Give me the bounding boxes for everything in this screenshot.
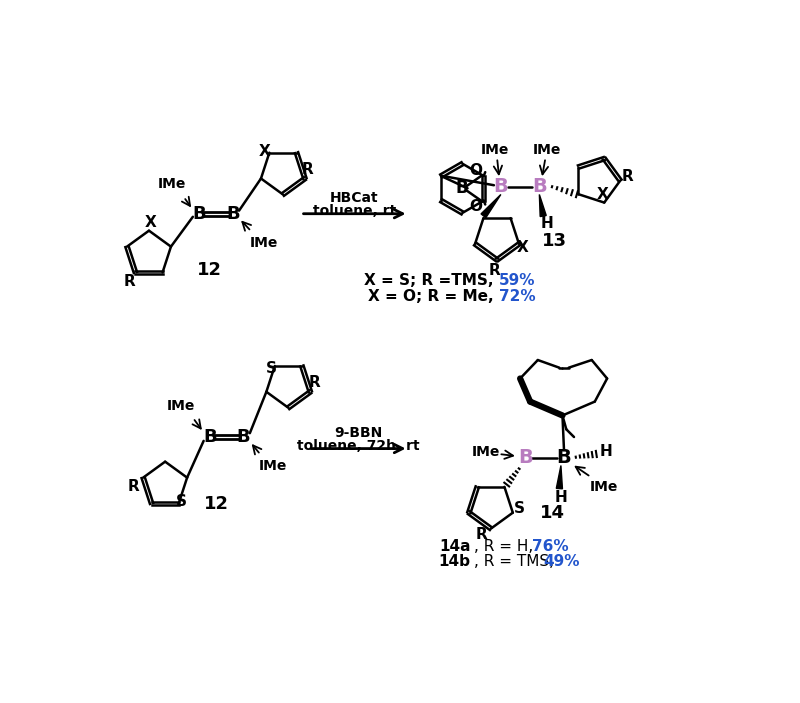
Text: IMe: IMe xyxy=(250,236,278,250)
Text: R: R xyxy=(123,274,135,289)
Text: H: H xyxy=(554,491,567,505)
Text: R: R xyxy=(308,375,320,390)
Text: B: B xyxy=(557,449,571,467)
Text: 9-BBN: 9-BBN xyxy=(334,426,382,440)
Text: 12: 12 xyxy=(203,495,229,513)
Text: X: X xyxy=(259,143,270,159)
Text: B: B xyxy=(494,177,508,196)
Text: R: R xyxy=(476,527,487,542)
Text: X: X xyxy=(145,215,156,231)
Text: 59%: 59% xyxy=(498,273,535,288)
Text: 49%: 49% xyxy=(543,554,580,569)
Text: IMe: IMe xyxy=(166,399,194,413)
Text: IMe: IMe xyxy=(158,177,186,191)
Text: toluene, 72h, rt: toluene, 72h, rt xyxy=(297,439,420,453)
Text: B: B xyxy=(456,179,469,198)
Text: toluene, rt: toluene, rt xyxy=(313,205,396,219)
Text: O: O xyxy=(470,163,482,178)
Polygon shape xyxy=(556,465,562,489)
Text: HBCat: HBCat xyxy=(330,191,379,205)
Text: X: X xyxy=(517,240,529,255)
Text: 72%: 72% xyxy=(498,289,535,304)
Text: S: S xyxy=(266,361,277,376)
Text: 14: 14 xyxy=(540,504,565,522)
Text: O: O xyxy=(470,198,482,214)
Text: H: H xyxy=(541,217,554,231)
Text: S: S xyxy=(175,494,186,509)
Text: IMe: IMe xyxy=(533,143,562,157)
Text: H: H xyxy=(599,444,612,459)
Text: R: R xyxy=(489,263,501,278)
Text: 14a: 14a xyxy=(439,539,470,554)
Text: IMe: IMe xyxy=(481,143,509,157)
Text: B: B xyxy=(203,428,217,446)
Text: B: B xyxy=(237,428,250,446)
Text: R: R xyxy=(622,169,634,184)
Text: IMe: IMe xyxy=(471,445,500,458)
Text: 12: 12 xyxy=(198,261,222,279)
Text: B: B xyxy=(226,205,240,223)
Text: 13: 13 xyxy=(542,232,567,250)
Text: 14b: 14b xyxy=(438,554,470,569)
Text: , R = H,: , R = H, xyxy=(474,539,538,554)
Text: B: B xyxy=(532,177,546,196)
Text: X = O; R = Me,: X = O; R = Me, xyxy=(368,289,498,304)
Text: , R = TMS,: , R = TMS, xyxy=(474,554,558,569)
Text: R: R xyxy=(302,162,313,176)
Text: IMe: IMe xyxy=(258,459,287,473)
Polygon shape xyxy=(539,195,546,217)
Text: X = S; R =TMS,: X = S; R =TMS, xyxy=(364,273,498,288)
Polygon shape xyxy=(481,195,501,218)
Text: S: S xyxy=(514,501,525,516)
Text: R: R xyxy=(128,479,140,494)
Text: B: B xyxy=(518,449,533,467)
Text: X: X xyxy=(597,188,609,202)
Text: IMe: IMe xyxy=(590,480,618,494)
Text: 76%: 76% xyxy=(532,539,568,554)
Text: B: B xyxy=(192,205,206,223)
